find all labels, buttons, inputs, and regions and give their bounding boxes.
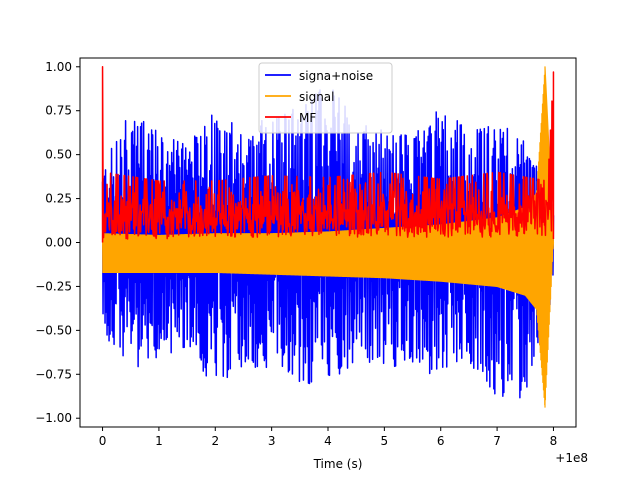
- legend-label: signal: [299, 90, 335, 104]
- y-tick-label: 0.75: [45, 104, 72, 118]
- legend-label: MF: [299, 111, 316, 125]
- x-tick-label: 5: [381, 434, 389, 448]
- y-tick-label: 0.25: [45, 192, 72, 206]
- y-tick-label: −1.00: [35, 411, 72, 425]
- x-tick-label: 7: [493, 434, 501, 448]
- y-tick-label: 1.00: [45, 60, 72, 74]
- x-axis-offset-label: +1e8: [555, 451, 588, 465]
- series-line-mf: [101, 66, 555, 243]
- legend-label: signa+noise: [299, 69, 373, 83]
- x-tick-label: 4: [324, 434, 332, 448]
- x-tick-label: 2: [211, 434, 219, 448]
- x-axis-ticks: 0 1 2 3 4 5 6 7 8: [99, 427, 558, 448]
- x-tick-label: 3: [268, 434, 276, 448]
- series-line-signa-noise: [101, 89, 555, 399]
- y-tick-label: −0.25: [35, 279, 72, 293]
- y-tick-label: 0.50: [45, 148, 72, 162]
- y-tick-label: −0.75: [35, 367, 72, 381]
- x-tick-label: 6: [437, 434, 445, 448]
- series-layer: [101, 66, 555, 408]
- y-tick-label: 0.00: [45, 236, 72, 250]
- legend: signa+noise signal MF: [258, 62, 393, 134]
- y-tick-label: −0.50: [35, 323, 72, 337]
- y-axis-ticks: 1.00 0.75 0.50 0.25 0.00 −0.25 −0.50 −0.75 −1.00: [35, 60, 80, 425]
- x-axis-label: Time (s): [313, 457, 363, 471]
- x-tick-label: 8: [550, 434, 558, 448]
- x-tick-label: 1: [155, 434, 163, 448]
- x-tick-label: 0: [99, 434, 107, 448]
- legend-box: [258, 62, 393, 134]
- series-line-signal: [101, 66, 555, 408]
